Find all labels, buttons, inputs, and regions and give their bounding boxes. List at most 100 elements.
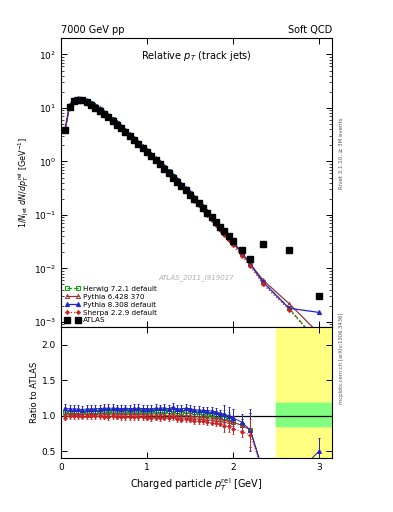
Herwig 7.2.1 default: [102, 110, 107, 116]
Pythia 6.428 370: [136, 140, 141, 146]
Sherpa 2.2.9 default: [218, 227, 222, 233]
Sherpa 2.2.9 default: [158, 162, 162, 168]
Sherpa 2.2.9 default: [188, 193, 193, 199]
Pythia 8.308 default: [132, 135, 136, 141]
Pythia 8.308 default: [166, 167, 171, 174]
Herwig 7.2.1 default: [123, 127, 128, 134]
Pythia 6.428 370: [239, 250, 244, 257]
Pythia 8.308 default: [149, 151, 154, 157]
Herwig 7.2.1 default: [132, 136, 136, 142]
Line: Pythia 6.428 370: Pythia 6.428 370: [63, 97, 321, 336]
Text: Rivet 3.1.10, ≥ 3M events: Rivet 3.1.10, ≥ 3M events: [339, 118, 344, 189]
Sherpa 2.2.9 default: [175, 180, 180, 186]
Herwig 7.2.1 default: [93, 103, 98, 109]
Herwig 7.2.1 default: [127, 132, 132, 138]
Sherpa 2.2.9 default: [200, 207, 205, 213]
Herwig 7.2.1 default: [76, 95, 81, 101]
ATLAS: [188, 191, 193, 198]
Sherpa 2.2.9 default: [231, 242, 235, 248]
Pythia 8.308 default: [127, 131, 132, 137]
Pythia 8.308 default: [153, 155, 158, 161]
Pythia 6.428 370: [153, 157, 158, 163]
Pythia 8.308 default: [222, 228, 227, 234]
Pythia 8.308 default: [93, 102, 98, 109]
Herwig 7.2.1 default: [67, 103, 72, 109]
Pythia 6.428 370: [317, 331, 321, 337]
Pythia 6.428 370: [171, 174, 175, 180]
ATLAS: [192, 196, 197, 202]
ATLAS: [102, 111, 107, 117]
Herwig 7.2.1 default: [184, 185, 188, 191]
Pythia 8.308 default: [63, 125, 68, 131]
Herwig 7.2.1 default: [226, 234, 231, 241]
Pythia 8.308 default: [110, 116, 115, 122]
Text: Soft QCD: Soft QCD: [288, 25, 332, 35]
Herwig 7.2.1 default: [149, 152, 154, 158]
Pythia 6.428 370: [200, 205, 205, 211]
Sherpa 2.2.9 default: [145, 150, 149, 156]
Herwig 7.2.1 default: [140, 143, 145, 150]
Pythia 6.428 370: [106, 114, 110, 120]
ATLAS: [149, 153, 154, 159]
Herwig 7.2.1 default: [89, 100, 94, 106]
Herwig 7.2.1 default: [97, 106, 102, 112]
Pythia 6.428 370: [132, 137, 136, 143]
Line: Pythia 8.308 default: Pythia 8.308 default: [63, 96, 321, 314]
Pythia 8.308 default: [171, 172, 175, 178]
ATLAS: [123, 129, 128, 135]
Sherpa 2.2.9 default: [248, 263, 253, 269]
ATLAS: [162, 166, 167, 172]
Pythia 6.428 370: [231, 240, 235, 246]
Sherpa 2.2.9 default: [317, 340, 321, 346]
Pythia 6.428 370: [140, 144, 145, 151]
Herwig 7.2.1 default: [153, 156, 158, 162]
Sherpa 2.2.9 default: [136, 141, 141, 147]
ATLAS: [184, 187, 188, 193]
Pythia 8.308 default: [119, 123, 123, 129]
Herwig 7.2.1 default: [171, 173, 175, 179]
ATLAS: [209, 215, 214, 221]
Herwig 7.2.1 default: [136, 139, 141, 145]
Sherpa 2.2.9 default: [222, 232, 227, 238]
Pythia 6.428 370: [97, 107, 102, 113]
Pythia 6.428 370: [261, 277, 266, 283]
Herwig 7.2.1 default: [248, 261, 253, 267]
Pythia 6.428 370: [158, 161, 162, 167]
Sherpa 2.2.9 default: [102, 111, 107, 117]
Herwig 7.2.1 default: [162, 164, 167, 170]
Sherpa 2.2.9 default: [80, 98, 85, 104]
Pythia 8.308 default: [102, 109, 107, 115]
ATLAS: [175, 179, 180, 185]
Pythia 6.428 370: [84, 99, 89, 105]
Herwig 7.2.1 default: [63, 126, 68, 132]
Pythia 8.308 default: [158, 159, 162, 165]
Sherpa 2.2.9 default: [192, 198, 197, 204]
Pythia 6.428 370: [102, 111, 107, 117]
Line: ATLAS: ATLAS: [62, 97, 322, 299]
Pythia 6.428 370: [248, 261, 253, 267]
ATLAS: [317, 293, 321, 300]
Sherpa 2.2.9 default: [76, 97, 81, 103]
Sherpa 2.2.9 default: [93, 104, 98, 111]
Pythia 8.308 default: [175, 177, 180, 183]
X-axis label: Charged particle $p_T^{\rm rel}$ [GeV]: Charged particle $p_T^{\rm rel}$ [GeV]: [130, 476, 263, 493]
Sherpa 2.2.9 default: [123, 130, 128, 136]
ATLAS: [196, 200, 201, 206]
Pythia 6.428 370: [188, 191, 193, 198]
Sherpa 2.2.9 default: [127, 133, 132, 139]
Pythia 6.428 370: [76, 96, 81, 102]
Herwig 7.2.1 default: [110, 116, 115, 122]
Pythia 8.308 default: [80, 95, 85, 101]
Pythia 6.428 370: [226, 235, 231, 241]
Herwig 7.2.1 default: [84, 98, 89, 104]
Pythia 6.428 370: [110, 117, 115, 123]
ATLAS: [106, 114, 110, 120]
Sherpa 2.2.9 default: [286, 307, 291, 313]
Pythia 8.308 default: [213, 218, 218, 224]
Sherpa 2.2.9 default: [213, 222, 218, 228]
Sherpa 2.2.9 default: [162, 166, 167, 173]
Pythia 8.308 default: [248, 261, 253, 267]
Herwig 7.2.1 default: [158, 160, 162, 166]
Herwig 7.2.1 default: [222, 229, 227, 235]
Pythia 8.308 default: [261, 279, 266, 285]
